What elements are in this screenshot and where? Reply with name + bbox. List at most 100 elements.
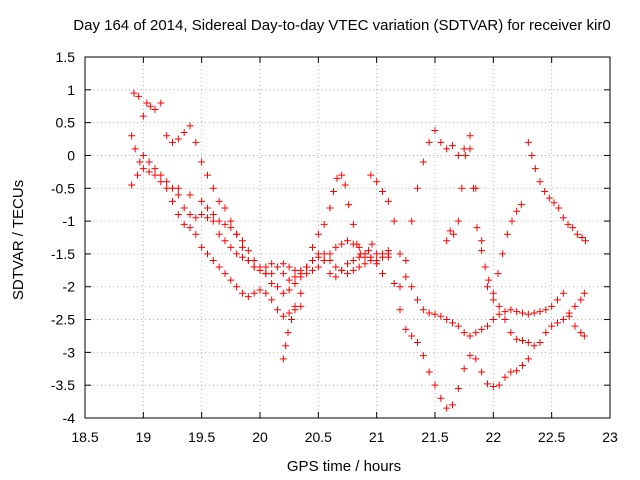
data-point-marker bbox=[146, 102, 154, 110]
data-point-marker bbox=[460, 329, 468, 337]
data-point-marker bbox=[192, 214, 200, 222]
data-point-marker bbox=[461, 151, 469, 159]
data-point-marker bbox=[209, 211, 217, 219]
data-point-marker bbox=[285, 309, 293, 317]
data-point-marker bbox=[332, 263, 340, 271]
data-point-marker bbox=[314, 230, 322, 238]
data-point-marker bbox=[559, 316, 567, 324]
data-point-marker bbox=[548, 302, 556, 310]
data-point-marker bbox=[157, 99, 165, 107]
data-point-marker bbox=[458, 184, 466, 192]
data-point-marker bbox=[485, 276, 493, 284]
data-point-marker bbox=[494, 270, 502, 278]
data-point-marker bbox=[536, 178, 544, 186]
data-point-marker bbox=[151, 171, 159, 179]
data-point-marker bbox=[414, 184, 421, 192]
x-tick-label: 19.5 bbox=[188, 429, 215, 445]
data-point-marker bbox=[495, 310, 503, 318]
data-point-marker bbox=[215, 230, 223, 238]
data-point-marker bbox=[501, 316, 509, 324]
data-point-marker bbox=[524, 310, 532, 318]
data-point-marker bbox=[192, 230, 200, 238]
data-point-marker bbox=[250, 256, 258, 264]
data-point-marker bbox=[449, 319, 456, 327]
data-point-marker bbox=[291, 302, 299, 310]
data-point-marker bbox=[524, 138, 532, 146]
data-point-marker bbox=[466, 132, 474, 140]
data-point-marker bbox=[519, 309, 526, 317]
data-point-marker bbox=[192, 138, 200, 146]
data-point-marker bbox=[274, 283, 281, 291]
data-point-marker bbox=[262, 289, 270, 297]
data-point-marker bbox=[215, 217, 223, 225]
data-point-marker bbox=[227, 276, 235, 284]
data-point-marker bbox=[414, 296, 421, 304]
data-point-marker bbox=[443, 316, 451, 324]
y-tick-label: -3.5 bbox=[51, 377, 75, 393]
data-point-marker bbox=[279, 260, 287, 268]
data-point-marker bbox=[344, 237, 351, 245]
data-point-marker bbox=[542, 306, 550, 314]
data-point-marker bbox=[268, 296, 276, 304]
data-point-marker bbox=[582, 237, 589, 245]
data-point-marker bbox=[580, 332, 588, 340]
data-point-marker bbox=[221, 204, 229, 212]
data-point-marker bbox=[268, 270, 276, 278]
data-point-marker bbox=[250, 289, 258, 297]
data-point-marker bbox=[564, 220, 572, 228]
grid-lines bbox=[85, 57, 610, 418]
data-point-marker bbox=[314, 253, 322, 261]
data-point-marker bbox=[373, 260, 381, 268]
data-point-marker bbox=[136, 158, 144, 166]
chart-title: Day 164 of 2014, Sidereal Day-to-day VTE… bbox=[73, 17, 610, 34]
data-point-marker bbox=[449, 142, 456, 150]
data-point-marker bbox=[425, 309, 433, 317]
data-point-marker bbox=[554, 319, 561, 327]
data-point-marker bbox=[449, 401, 456, 409]
data-point-marker bbox=[135, 92, 143, 100]
data-point-marker bbox=[470, 184, 477, 192]
data-point-marker bbox=[577, 329, 585, 337]
data-point-marker bbox=[478, 325, 486, 333]
data-point-marker bbox=[484, 380, 491, 388]
y-tick-label: 0.5 bbox=[56, 115, 76, 131]
y-tick-labels: 1.5 1 0.5 0 -0.5 -1 -1.5 -2 -2.5 -3 -3.5 -4 bbox=[51, 49, 75, 426]
data-point-marker bbox=[478, 247, 486, 255]
data-point-marker bbox=[145, 158, 153, 166]
data-point-marker bbox=[233, 250, 241, 258]
data-point-marker bbox=[419, 306, 427, 314]
data-point-marker bbox=[379, 270, 386, 278]
data-point-marker bbox=[513, 308, 521, 316]
data-point-marker bbox=[198, 211, 206, 219]
data-point-marker bbox=[353, 240, 361, 248]
x-tick-label: 20 bbox=[252, 429, 268, 445]
data-point-marker bbox=[368, 240, 376, 248]
data-point-marker bbox=[443, 145, 451, 153]
data-point-marker bbox=[489, 382, 497, 390]
data-point-marker bbox=[279, 270, 287, 278]
data-point-marker bbox=[139, 112, 147, 120]
data-point-marker bbox=[489, 296, 497, 304]
data-point-marker bbox=[507, 368, 515, 376]
y-tick-label: 1.5 bbox=[56, 49, 76, 65]
data-point-marker bbox=[569, 224, 577, 232]
x-tick-label: 20.5 bbox=[305, 429, 332, 445]
data-point-marker bbox=[454, 384, 462, 392]
data-point-marker bbox=[580, 289, 588, 297]
data-point-marker bbox=[320, 220, 328, 228]
data-point-marker bbox=[284, 329, 292, 337]
data-point-marker bbox=[495, 381, 503, 389]
plot-frame bbox=[84, 56, 611, 419]
data-point-marker bbox=[408, 217, 416, 225]
data-point-marker bbox=[227, 224, 235, 232]
data-point-marker bbox=[495, 302, 503, 310]
x-tick-label: 23 bbox=[602, 429, 618, 445]
data-point-marker bbox=[373, 178, 381, 186]
data-point-marker bbox=[204, 214, 211, 222]
data-point-marker bbox=[279, 312, 287, 320]
data-point-marker bbox=[198, 243, 206, 251]
x-tick-label: 21.5 bbox=[421, 429, 448, 445]
x-axis-label: GPS time / hours bbox=[287, 458, 401, 475]
data-point-marker bbox=[130, 89, 138, 97]
data-point-marker bbox=[466, 145, 474, 153]
